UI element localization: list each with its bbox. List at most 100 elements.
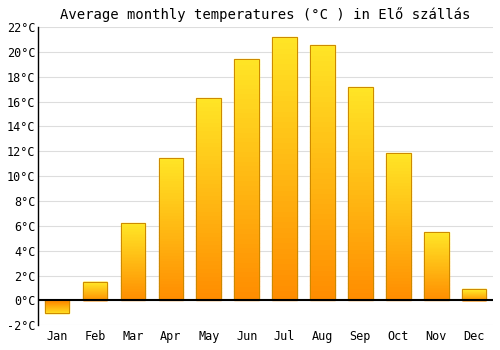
Bar (196, 215, 221, 219)
Bar (234, 93, 259, 98)
Bar (310, 147, 335, 152)
Bar (272, 285, 297, 290)
Bar (234, 170, 259, 175)
Bar (424, 298, 448, 299)
Bar (272, 63, 297, 69)
Bar (348, 87, 372, 300)
Bar (386, 253, 410, 256)
Bar (196, 292, 221, 296)
Bar (310, 173, 335, 177)
Bar (348, 87, 372, 91)
Bar (348, 249, 372, 253)
Bar (120, 230, 146, 231)
Bar (272, 243, 297, 248)
Bar (196, 175, 221, 179)
Bar (234, 122, 259, 127)
Bar (348, 181, 372, 185)
Bar (234, 233, 259, 238)
Bar (196, 134, 221, 138)
Bar (158, 192, 183, 195)
Bar (272, 132, 297, 137)
Bar (272, 169, 297, 174)
Bar (348, 240, 372, 245)
Bar (424, 277, 448, 279)
Bar (272, 279, 297, 285)
Bar (348, 228, 372, 232)
Bar (386, 176, 410, 179)
Bar (348, 296, 372, 300)
Bar (348, 245, 372, 249)
Bar (348, 266, 372, 271)
Bar (83, 282, 108, 300)
Bar (83, 298, 108, 299)
Bar (348, 134, 372, 138)
Bar (386, 280, 410, 282)
Bar (158, 226, 183, 229)
Bar (158, 252, 183, 255)
Bar (386, 170, 410, 173)
Bar (310, 75, 335, 80)
Bar (196, 296, 221, 300)
Bar (83, 292, 108, 293)
Bar (424, 289, 448, 291)
Bar (272, 116, 297, 121)
Bar (272, 190, 297, 195)
Bar (348, 288, 372, 292)
Bar (424, 257, 448, 258)
Bar (234, 60, 259, 300)
Bar (310, 280, 335, 285)
Bar (348, 206, 372, 211)
Bar (234, 185, 259, 189)
Bar (272, 184, 297, 190)
Bar (196, 130, 221, 134)
Bar (234, 223, 259, 228)
Bar (120, 257, 146, 259)
Bar (386, 191, 410, 194)
Bar (386, 298, 410, 300)
Bar (424, 238, 448, 239)
Bar (348, 258, 372, 262)
Bar (234, 214, 259, 218)
Bar (310, 295, 335, 300)
Bar (196, 114, 221, 118)
Bar (120, 294, 146, 296)
Bar (158, 160, 183, 163)
Bar (310, 265, 335, 270)
Bar (234, 257, 259, 262)
Bar (424, 270, 448, 272)
Bar (120, 248, 146, 250)
Bar (386, 215, 410, 218)
Bar (310, 290, 335, 295)
Bar (348, 95, 372, 99)
Bar (348, 223, 372, 228)
Bar (310, 80, 335, 85)
Bar (310, 254, 335, 259)
Bar (386, 282, 410, 286)
Bar (158, 258, 183, 260)
Bar (196, 183, 221, 187)
Bar (424, 264, 448, 265)
Bar (120, 223, 146, 300)
Bar (120, 288, 146, 289)
Bar (424, 251, 448, 253)
Bar (158, 158, 183, 160)
Bar (272, 174, 297, 179)
Bar (386, 271, 410, 274)
Bar (386, 155, 410, 159)
Bar (45, 300, 70, 313)
Bar (158, 266, 183, 269)
Bar (386, 218, 410, 220)
Bar (424, 243, 448, 244)
Bar (310, 162, 335, 167)
Bar (158, 289, 183, 292)
Bar (310, 44, 335, 300)
Bar (272, 100, 297, 105)
Bar (348, 185, 372, 189)
Bar (310, 50, 335, 55)
Bar (196, 147, 221, 150)
Bar (424, 235, 448, 236)
Bar (424, 288, 448, 289)
Bar (424, 269, 448, 270)
Bar (424, 295, 448, 296)
Bar (120, 226, 146, 228)
